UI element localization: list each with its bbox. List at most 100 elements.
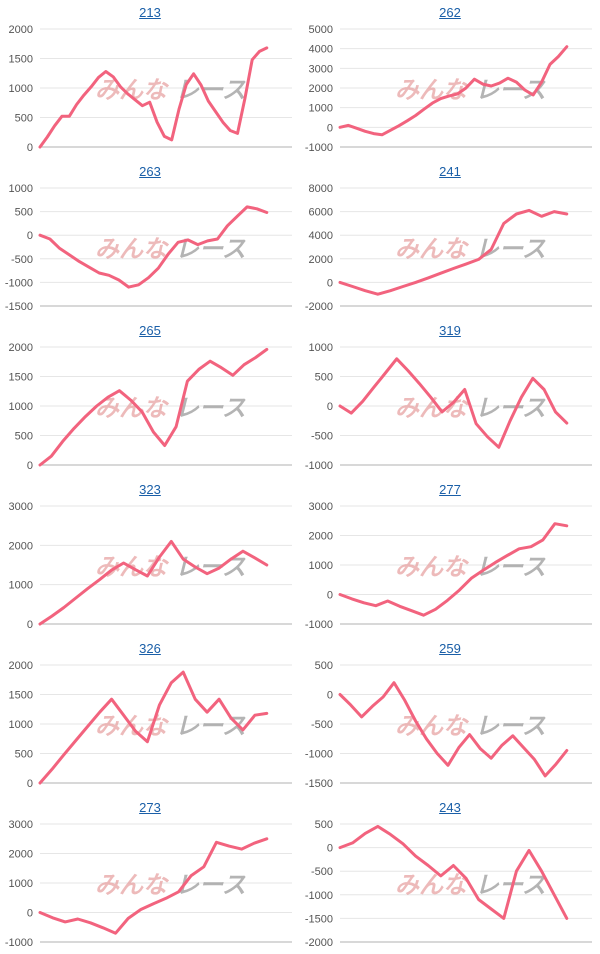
watermark-logo: みんな レース (395, 553, 546, 581)
chart-panel-323: 3000 2000 1000 0 みんな レース 323 (0, 477, 300, 636)
y-tick-label: 2000 (9, 540, 33, 552)
y-tick-label: 8000 (309, 183, 333, 195)
chart-title-link[interactable]: 259 (439, 641, 461, 656)
y-tick-label: 2000 (9, 660, 33, 672)
y-tick-label: 0 (327, 122, 333, 134)
svg-text:レース: レース (475, 712, 546, 740)
y-tick-label: 3000 (309, 501, 333, 513)
line-chart: 1000 500 0 -500 -1000 -1500 みんな レース (5, 183, 292, 313)
y-tick-label: 4000 (309, 230, 333, 242)
chart-title-link[interactable]: 213 (139, 5, 161, 20)
y-tick-label: 1000 (309, 103, 333, 115)
y-tick-label: 2000 (309, 83, 333, 95)
y-tick-label: -1000 (5, 277, 33, 289)
series-line (338, 681, 569, 778)
y-tick-label: 2000 (9, 342, 33, 354)
y-tick-label: -1500 (305, 913, 333, 925)
y-tick-label: -1000 (5, 937, 33, 949)
chart-title-link[interactable]: 323 (139, 482, 161, 497)
chart-panel-273: 3000 2000 1000 0 -1000 みんな レース 273 (0, 795, 300, 954)
chart-title-link[interactable]: 277 (439, 482, 461, 497)
y-tick-label: 0 (27, 142, 33, 154)
y-tick-label: 0 (27, 619, 33, 631)
y-tick-label: 6000 (309, 207, 333, 219)
svg-text:みんな: みんな (395, 712, 470, 740)
y-tick-label: 2000 (9, 24, 33, 36)
series-line (338, 208, 569, 296)
y-tick-label: 1500 (9, 372, 33, 384)
chart-title-link[interactable]: 241 (439, 164, 461, 179)
y-tick-label: -500 (311, 719, 333, 731)
chart-title-link[interactable]: 265 (139, 323, 161, 338)
y-tick-label: 3000 (9, 501, 33, 513)
y-tick-label: 2000 (309, 254, 333, 266)
y-tick-label: 5000 (309, 24, 333, 36)
svg-text:レース: レース (175, 712, 246, 740)
chart-title-link[interactable]: 262 (439, 5, 461, 20)
y-tick-label: 1000 (309, 342, 333, 354)
y-tick-label: 0 (327, 401, 333, 413)
svg-text:みんな: みんな (395, 871, 470, 899)
chart-title-link[interactable]: 273 (139, 800, 161, 815)
y-tick-label: 2000 (309, 531, 333, 543)
y-tick-label: 1500 (9, 54, 33, 66)
chart-panel-213: 2000 1500 1000 500 0 みんな レース 213 (0, 0, 300, 159)
y-tick-label: 500 (15, 113, 33, 125)
chart-panel-262: 5000 4000 3000 2000 1000 0 -1000 みんな レース 262 (300, 0, 600, 159)
y-tick-label: 1000 (309, 560, 333, 572)
y-tick-label: 500 (315, 372, 333, 384)
y-tick-label: -1000 (305, 890, 333, 902)
y-tick-label: -500 (11, 254, 33, 266)
chart-panel-265: 2000 1500 1000 500 0 みんな レース 265 (0, 318, 300, 477)
y-tick-label: -1000 (305, 749, 333, 761)
svg-text:みんな: みんな (95, 76, 170, 104)
y-tick-label: 500 (315, 660, 333, 672)
series-line (338, 45, 569, 137)
y-tick-label: -1000 (305, 460, 333, 472)
y-tick-label: 1000 (9, 580, 33, 592)
y-tick-label: -1500 (305, 778, 333, 790)
line-chart: 3000 2000 1000 0 -1000 みんな レース (5, 819, 292, 949)
chart-title-link[interactable]: 319 (439, 323, 461, 338)
series-line (38, 539, 269, 626)
series-line (38, 837, 269, 935)
y-tick-label: 1000 (9, 83, 33, 95)
line-chart: 8000 6000 4000 2000 0 -2000 みんな レース (305, 183, 592, 313)
svg-text:みんな: みんな (395, 235, 470, 263)
y-tick-label: 1000 (9, 719, 33, 731)
y-tick-label: -500 (311, 866, 333, 878)
y-tick-label: 500 (15, 207, 33, 219)
y-tick-label: -1500 (5, 301, 33, 313)
y-tick-label: 0 (327, 277, 333, 289)
chart-title-link[interactable]: 263 (139, 164, 161, 179)
watermark-logo: みんな レース (395, 76, 546, 104)
y-tick-label: -500 (311, 431, 333, 443)
line-chart: 5000 4000 3000 2000 1000 0 -1000 みんな レース (305, 24, 592, 154)
series-line (38, 46, 269, 149)
watermark-logo: みんな レース (95, 76, 246, 104)
chart-panel-263: 1000 500 0 -500 -1000 -1500 みんな レース 263 (0, 159, 300, 318)
chart-title-link[interactable]: 243 (439, 800, 461, 815)
y-tick-label: 3000 (9, 819, 33, 831)
watermark-logo: みんな レース (95, 394, 246, 422)
watermark-logo: みんな レース (395, 712, 546, 740)
y-tick-label: 0 (327, 590, 333, 602)
chart-panel-277: 3000 2000 1000 0 -1000 みんな レース 277 (300, 477, 600, 636)
chart-title-link[interactable]: 326 (139, 641, 161, 656)
y-tick-label: 0 (27, 230, 33, 242)
y-tick-label: 500 (315, 819, 333, 831)
y-tick-label: 1500 (9, 690, 33, 702)
y-tick-label: 0 (27, 460, 33, 472)
line-chart: 500 0 -500 -1000 -1500 みんな レース (305, 660, 592, 790)
y-tick-label: 500 (15, 749, 33, 761)
series-line (338, 824, 569, 920)
line-chart: 2000 1500 1000 500 0 みんな レース (9, 24, 292, 154)
chart-panel-241: 8000 6000 4000 2000 0 -2000 みんな レース 241 (300, 159, 600, 318)
watermark-logo: みんな レース (95, 235, 246, 263)
line-chart: 2000 1500 1000 500 0 みんな レース (9, 342, 292, 472)
y-tick-label: 2000 (9, 849, 33, 861)
svg-text:みんな: みんな (395, 553, 470, 581)
series-line (38, 670, 269, 785)
